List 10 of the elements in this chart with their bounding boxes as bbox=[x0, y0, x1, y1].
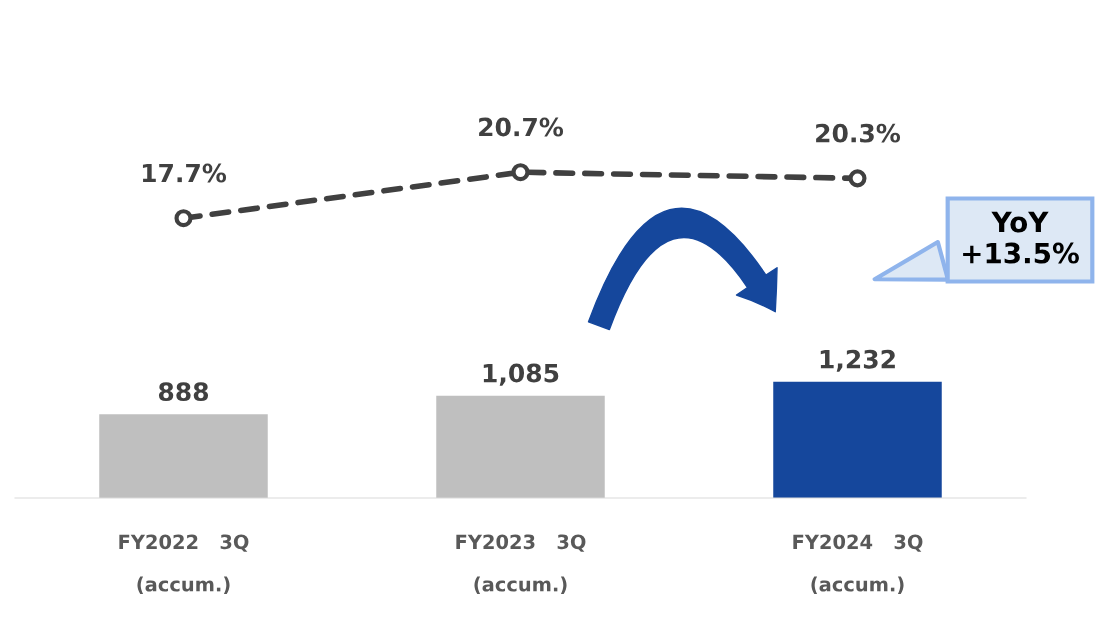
data-label: 20.7% bbox=[479, 117, 564, 137]
data-label: 1,232 bbox=[820, 349, 895, 372]
data-label: 20.3% bbox=[816, 123, 901, 143]
category-label: FY2022 3Q (accum.) bbox=[119, 534, 249, 594]
data-label: 1,085 bbox=[483, 363, 559, 386]
data-label: 17.7% bbox=[142, 163, 227, 183]
annotation: YoY +13.5% bbox=[963, 211, 1079, 264]
category-label: FY2024 3Q (accum.) bbox=[793, 534, 923, 594]
category-label: FY2023 3Q (accum.) bbox=[456, 534, 586, 594]
data-label: 888 bbox=[158, 382, 209, 402]
